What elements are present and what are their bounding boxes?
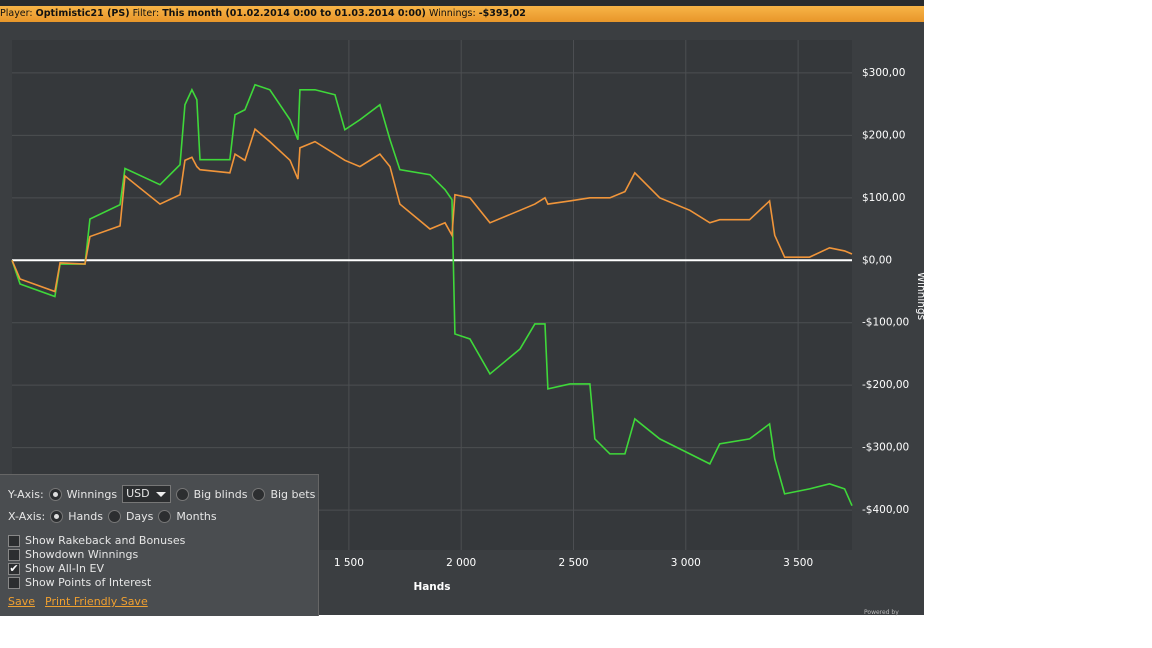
x-tick-label: 1 500 <box>334 557 364 569</box>
header-bar: Player: Optimistic21 (PS) Filter: This m… <box>0 6 924 22</box>
title-strip <box>0 0 924 6</box>
y-tick-label: $100,00 <box>862 192 905 204</box>
checkbox-label[interactable]: Showdown Winnings <box>25 548 139 561</box>
link[interactable]: Print Friendly Save <box>45 595 148 608</box>
radio-label[interactable]: Days <box>125 510 154 523</box>
y-tick-label: $0,00 <box>862 254 892 266</box>
y-tick-label: $300,00 <box>862 67 905 79</box>
checkbox-row: ✔ Show All-In EV <box>8 562 104 575</box>
radio-label[interactable]: Big blinds <box>193 487 248 501</box>
x-tick-label: 3 000 <box>671 557 701 569</box>
checkbox-row: Show Points of Interest <box>8 576 151 589</box>
radio-button[interactable] <box>175 487 189 501</box>
checkbox[interactable] <box>8 548 20 561</box>
x-tick-label: 3 500 <box>783 557 813 569</box>
label: Y-Axis: <box>8 487 44 501</box>
links: Save Print Friendly Save <box>8 595 148 608</box>
radio-button[interactable] <box>158 510 172 523</box>
label: Filter: <box>132 8 160 19</box>
checkbox[interactable] <box>8 576 20 589</box>
y-tick-label: -$400,00 <box>862 504 909 516</box>
footer: Powered by <box>864 609 899 616</box>
filter: This month (01.02.2014 0:00 to 01.03.201… <box>162 8 426 19</box>
checkbox-row: Showdown Winnings <box>8 548 138 561</box>
y-tick-label: -$300,00 <box>862 442 909 454</box>
radio-button[interactable] <box>107 510 121 523</box>
label: X-Axis: <box>8 510 46 523</box>
x-axis-row: X-Axis: Hands Days Months <box>8 510 217 523</box>
radio-button[interactable] <box>48 487 62 501</box>
radio-label[interactable]: Big bets <box>270 487 316 501</box>
player: Optimistic21 (PS) <box>35 8 130 19</box>
y-axis-row: Y-Axis: Winnings USD Big blinds Big bets <box>8 485 315 503</box>
radio-label[interactable]: Months <box>176 510 217 523</box>
checkbox-label[interactable]: Show All-In EV <box>25 562 104 575</box>
currency-select[interactable]: USD <box>122 485 171 503</box>
plot-area <box>12 40 852 550</box>
x-tick-label: 2 500 <box>558 557 588 569</box>
x-tick-label: 2 000 <box>446 557 476 569</box>
radio-button[interactable] <box>50 510 64 523</box>
y-tick-label: -$100,00 <box>862 317 909 329</box>
series-line <box>11 127 853 293</box>
x-axis-title: Hands <box>413 581 450 593</box>
checkbox[interactable] <box>8 534 20 547</box>
link[interactable]: Save <box>8 595 36 608</box>
checkbox-row: Show Rakeback and Bonuses <box>8 534 185 547</box>
checkbox-label[interactable]: Show Rakeback and Bonuses <box>25 534 186 547</box>
label: Player: <box>0 8 33 19</box>
radio-label[interactable]: Hands <box>68 510 103 523</box>
checkbox-label[interactable]: Show Points of Interest <box>25 576 152 589</box>
radio-label[interactable]: Winnings <box>66 487 118 501</box>
series-line <box>11 83 853 507</box>
label: Winnings: <box>428 8 476 19</box>
checkbox[interactable]: ✔ <box>8 561 20 575</box>
y-tick-label: $200,00 <box>862 129 905 141</box>
options-panel: Y-Axis: Winnings USD Big blinds Big bets X-… <box>0 474 319 616</box>
chart: Hands Winnings $300,00 $200,00 $100,00 $0,0… <box>11 40 924 593</box>
radio-button[interactable] <box>252 487 266 501</box>
y-tick-label: -$200,00 <box>862 379 909 391</box>
winnings: -$393,02 <box>478 8 526 19</box>
y-axis-title: Winnings <box>915 272 924 320</box>
